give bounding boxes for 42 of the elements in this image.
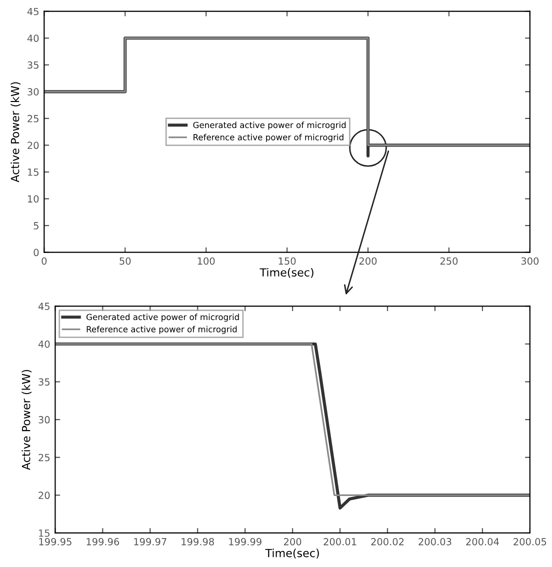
y-tick-label: 15 <box>39 530 50 537</box>
x-tick-label: 200.02 <box>371 538 404 546</box>
x-tick-label: 199.98 <box>182 538 214 546</box>
y-tick-label: 45 <box>27 8 38 16</box>
y-tick-label: 20 <box>38 492 50 500</box>
y-tick-label: 25 <box>28 114 38 122</box>
x-axis-title: Time(sec) <box>265 548 319 559</box>
legend-label: Generated active power of microgrid <box>193 122 346 130</box>
y-tick-label: 0 <box>34 248 39 256</box>
y-tick-label: 10 <box>28 195 39 203</box>
y-tick-label: 40 <box>38 340 50 348</box>
legend-label: Reference active power of microgrid <box>194 134 344 142</box>
x-tick-label: 50 <box>120 257 131 265</box>
y-tick-label: 15 <box>28 168 38 176</box>
x-tick-label: 200 <box>284 538 302 546</box>
x-tick-label: 300 <box>521 257 539 265</box>
x-axis-title: Time(sec) <box>260 268 314 278</box>
y-tick-label: 20 <box>28 142 39 150</box>
x-tick-label: 200.04 <box>466 538 499 546</box>
x-tick-label: 250 <box>440 257 458 265</box>
y-axis-title: Active Power (kW) <box>10 82 21 182</box>
y-tick-label: 30 <box>38 416 50 424</box>
y-tick-label: 40 <box>27 34 39 42</box>
x-tick-label: 199.99 <box>229 538 262 546</box>
x-tick-label: 200 <box>359 257 377 265</box>
y-tick-label: 45 <box>38 302 50 310</box>
x-tick-label: 200.03 <box>418 538 452 546</box>
y-axis-title: Active Power (kW) <box>22 370 32 470</box>
y-tick-label: 35 <box>28 61 38 69</box>
y-tick-label: 35 <box>38 378 50 386</box>
x-tick-label: 199.96 <box>86 538 120 546</box>
x-tick-label: 150 <box>278 257 296 265</box>
y-tick-label: 5 <box>34 222 38 230</box>
legend-label: Reference active power of microgrid <box>86 326 237 334</box>
x-tick-label: 199.97 <box>134 538 166 546</box>
legend-label: Generated active power of microgrid <box>86 314 239 322</box>
x-tick-label: 200.05 <box>514 538 546 546</box>
y-tick-label: 30 <box>28 88 39 96</box>
y-tick-label: 25 <box>38 454 50 462</box>
x-tick-label: 200.01 <box>324 538 356 546</box>
x-tick-label: 100 <box>198 257 215 265</box>
x-tick-label: 199.95 <box>39 538 72 546</box>
